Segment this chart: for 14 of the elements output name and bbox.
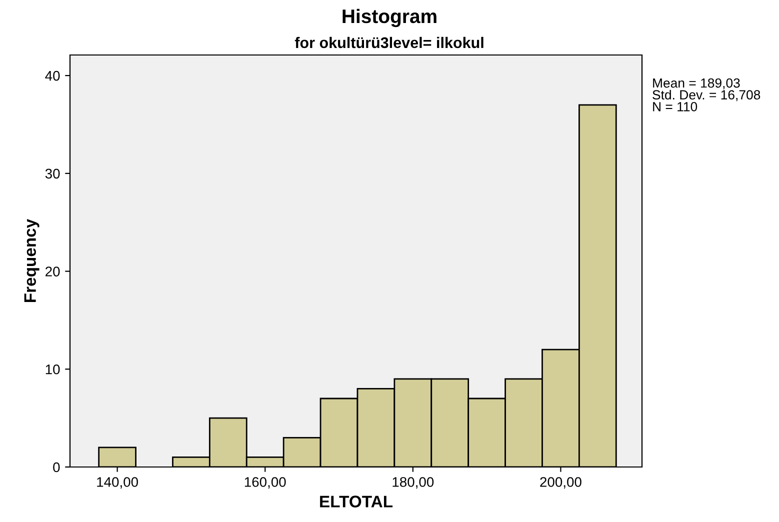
x-tick-label: 180,00	[392, 477, 434, 489]
y-tick-label: 10	[46, 364, 60, 374]
y-axis-title: Frequency	[24, 218, 40, 302]
x-axis-title: ELTOTAL	[320, 496, 393, 508]
y-tick-label: 30	[45, 168, 60, 179]
chart-title: Histogram	[342, 8, 436, 28]
x-tick-label: 200,00	[540, 477, 582, 489]
text: Mean = 189,03 Std. Dev. = 16,708 N = 110	[652, 78, 760, 112]
chart-subtitle: for okultürü3level= ilkokul	[294, 36, 484, 48]
x-tick-label: 160,00	[244, 477, 286, 489]
y-tick-label: 20	[46, 266, 60, 276]
x-tick-label: 140,00	[97, 477, 138, 489]
y-tick-label: 40	[45, 70, 60, 81]
y-tick-label: 0	[53, 462, 60, 472]
